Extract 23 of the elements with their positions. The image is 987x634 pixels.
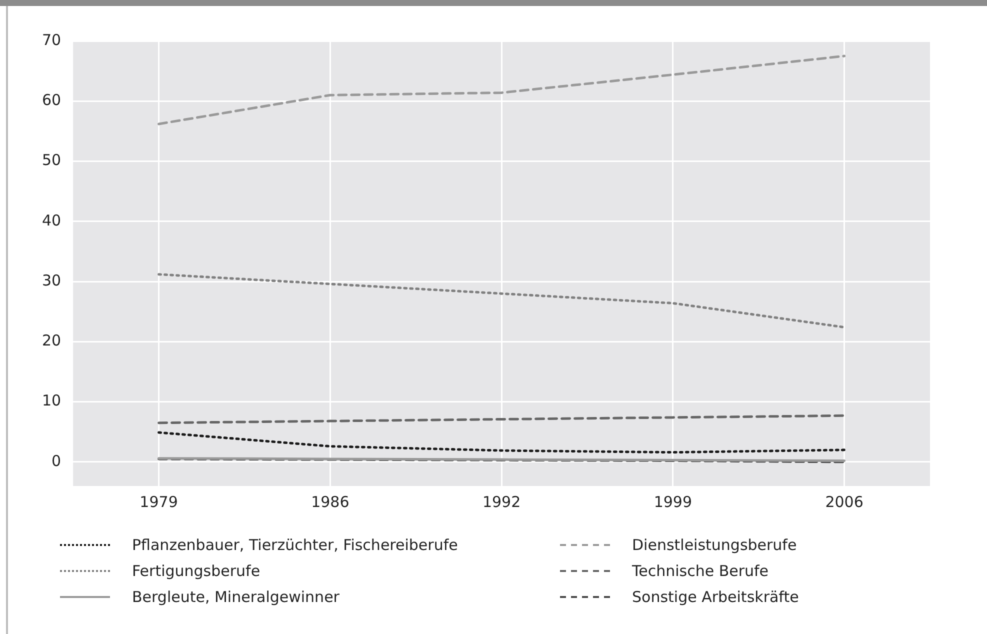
legend-label: Fertigungsberufe	[132, 562, 260, 580]
x-tick-label: 1979	[140, 492, 178, 511]
line-series	[158, 54, 846, 126]
x-tick-label: 2006	[825, 492, 864, 511]
y-tick-label: 40	[42, 211, 62, 230]
legend-label: Bergleute, Mineralgewinner	[132, 588, 340, 606]
line-series	[158, 431, 846, 454]
legend-label: Pflanzenbauer, Tierzüchter, Fischereiberufe	[132, 536, 458, 554]
y-tick-label: 50	[42, 151, 62, 170]
legend-label: Technische Berufe	[632, 562, 769, 580]
y-tick-label: 30	[42, 271, 62, 290]
y-tick-label: 70	[42, 30, 62, 49]
y-tick-label: 0	[52, 452, 62, 470]
x-tick-label: 1986	[311, 492, 350, 511]
x-tick-label: 1999	[654, 492, 692, 511]
y-tick-label: 10	[42, 392, 62, 410]
line-series	[158, 414, 846, 424]
y-tick-label: 20	[42, 332, 62, 350]
line-series	[158, 273, 846, 328]
legend-label: Dienstleistungsberufe	[632, 536, 797, 554]
x-tick-label: 1992	[482, 492, 521, 511]
legend-label: Sonstige Arbeitskräfte	[632, 588, 799, 606]
y-tick-label: 60	[42, 91, 62, 110]
